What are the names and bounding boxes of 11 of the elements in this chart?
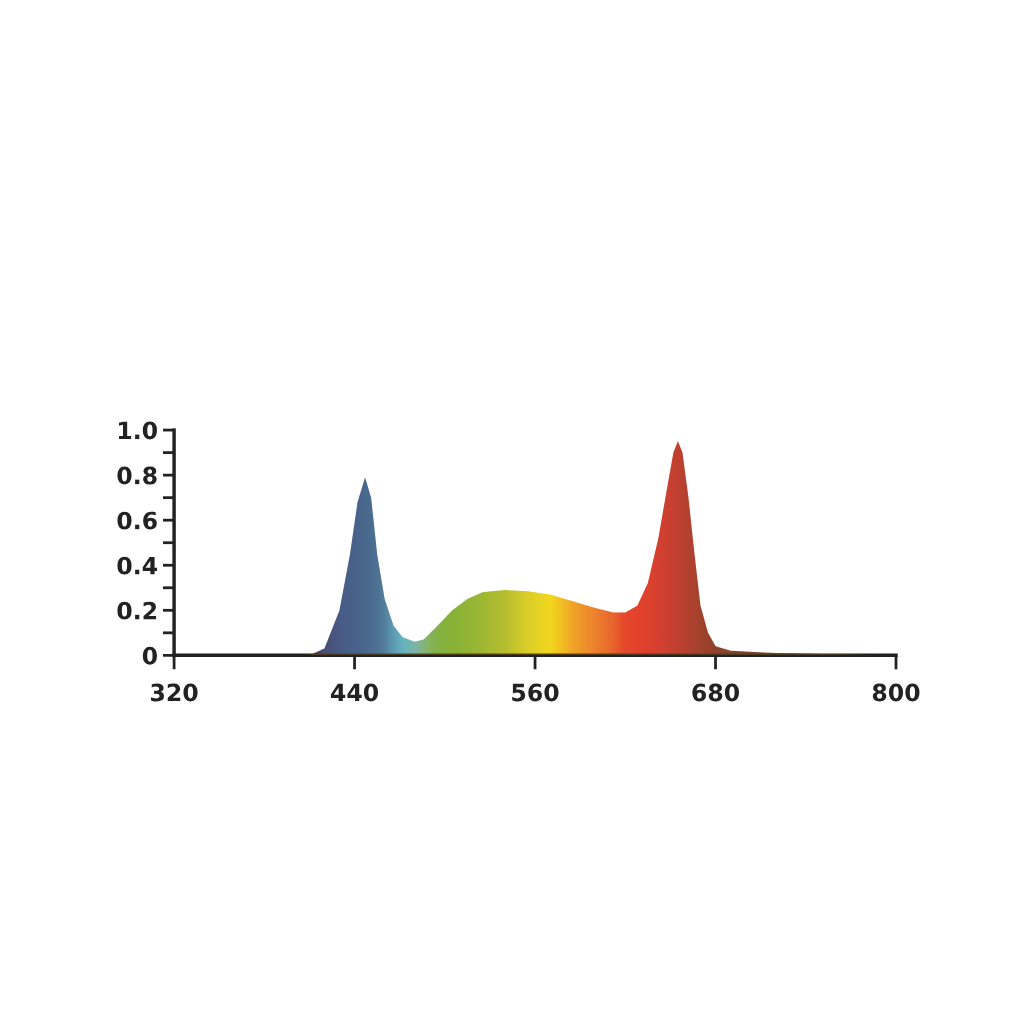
y-tick-label: 0.6 — [117, 511, 157, 530]
x-tick-label: 800 — [872, 683, 920, 702]
y-tick-label: 0.4 — [117, 556, 158, 575]
x-tick-label: 680 — [692, 683, 740, 702]
y-tick-label: 1.0 — [118, 421, 157, 440]
x-tick-label: 560 — [512, 683, 559, 702]
y-tick-label: 0.2 — [117, 601, 157, 620]
x-tick-label: 320 — [151, 683, 198, 702]
y-tick-label: 0 — [142, 646, 157, 665]
x-tick-label: 440 — [330, 683, 379, 702]
y-tick-label: 0.8 — [117, 466, 157, 485]
